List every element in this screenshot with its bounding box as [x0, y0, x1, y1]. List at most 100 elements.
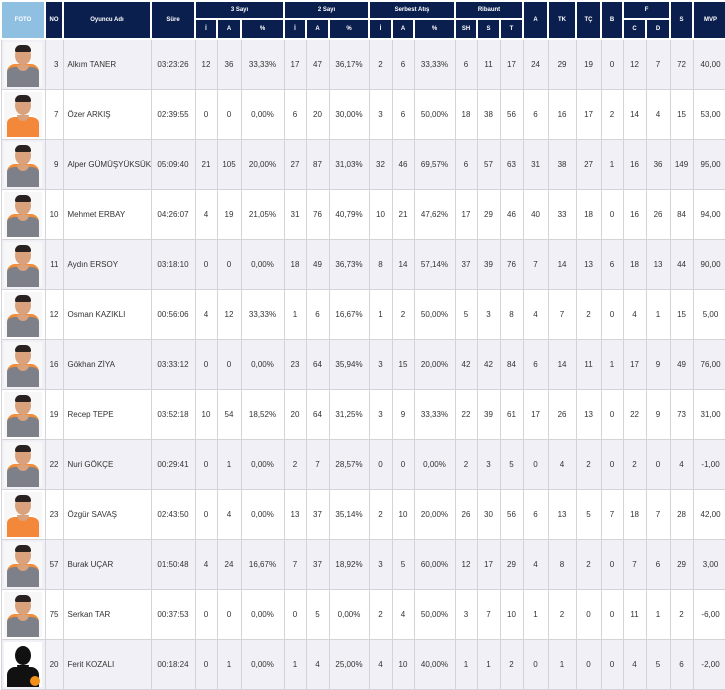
three-attempted: 54 [216, 389, 242, 440]
three-made: 0 [194, 589, 218, 640]
two-made: 6 [283, 89, 307, 140]
play-time: 03:23:26 [150, 38, 196, 90]
tk: 4 [547, 439, 577, 490]
two-percent: 25,00% [328, 639, 370, 690]
foul-d: 26 [645, 189, 671, 240]
two-percent: 0,00% [328, 589, 370, 640]
player-name: Gökhan ZİYA [62, 339, 152, 390]
table-row: 12 Osman KAZIKLI 00:56:06 4 12 33,33% 1 6 16,67%… [0, 289, 725, 340]
tk: 14 [547, 239, 577, 290]
ft-percent: 69,57% [413, 139, 456, 190]
two-made: 17 [283, 38, 307, 90]
player-photo-cell [0, 139, 46, 190]
player-photo-cell [0, 38, 46, 90]
reb-s: 42 [476, 339, 501, 390]
player-name: Mehmet ERBAY [62, 189, 152, 240]
two-attempted: 49 [305, 239, 330, 290]
reb-sh: 26 [454, 489, 478, 540]
three-made: 21 [194, 139, 218, 190]
tc: 2 [575, 289, 602, 340]
two-percent: 35,94% [328, 339, 370, 390]
foul-c: 17 [622, 339, 647, 390]
ft-attempted: 5 [391, 539, 415, 590]
tk: 7 [547, 289, 577, 340]
foul-c: 16 [622, 139, 647, 190]
player-number: 9 [44, 139, 64, 190]
two-made: 13 [283, 489, 307, 540]
mvp: 40,00 [692, 38, 725, 90]
header-tk: TK [547, 0, 578, 40]
mvp: 42,00 [692, 489, 725, 540]
blocks: 0 [600, 639, 624, 690]
two-percent: 18,92% [328, 539, 370, 590]
points: 28 [669, 489, 694, 540]
reb-total: 56 [499, 489, 524, 540]
player-number: 16 [44, 339, 64, 390]
reb-sh: 2 [454, 439, 478, 490]
points: 49 [669, 339, 694, 390]
player-photo-cell [0, 639, 46, 690]
two-percent: 31,25% [328, 389, 370, 440]
mvp: -2,00 [692, 639, 725, 690]
play-time: 05:09:40 [150, 139, 196, 190]
ft-made: 3 [368, 89, 393, 140]
foul-c: 2 [622, 439, 647, 490]
tk: 8 [547, 539, 577, 590]
three-attempted: 24 [216, 539, 242, 590]
header-assist: A [522, 0, 550, 40]
play-time: 00:37:53 [150, 589, 196, 640]
blocks: 0 [600, 38, 624, 90]
play-time: 03:52:18 [150, 389, 196, 440]
ft-percent: 0,00% [413, 439, 456, 490]
table-row: 20 Ferit KOZALI 00:18:24 0 1 0,00% 1 4 25,00% 4 10… [0, 639, 725, 690]
ft-percent: 20,00% [413, 489, 456, 540]
player-silhouette-icon [4, 642, 42, 687]
foul-d: 0 [645, 439, 671, 490]
reb-total: 8 [499, 289, 524, 340]
points: 15 [669, 89, 694, 140]
three-made: 0 [194, 239, 218, 290]
three-percent: 0,00% [240, 639, 285, 690]
reb-sh: 6 [454, 38, 478, 90]
header-ft-made: İ [368, 18, 393, 40]
player-number: 7 [44, 89, 64, 140]
foul-d: 9 [645, 339, 671, 390]
tk: 2 [547, 589, 577, 640]
two-attempted: 20 [305, 89, 330, 140]
player-name: Osman KAZIKLI [62, 289, 152, 340]
points: 44 [669, 239, 694, 290]
header-mvp: MVP [692, 0, 725, 40]
two-percent: 35,14% [328, 489, 370, 540]
player-name: Recep TEPE [62, 389, 152, 440]
player-number: 10 [44, 189, 64, 240]
player-number: 11 [44, 239, 64, 290]
points: 6 [669, 639, 694, 690]
play-time: 00:18:24 [150, 639, 196, 690]
foul-d: 4 [645, 89, 671, 140]
two-attempted: 5 [305, 589, 330, 640]
two-attempted: 87 [305, 139, 330, 190]
ft-attempted: 15 [391, 339, 415, 390]
blocks: 0 [600, 289, 624, 340]
three-attempted: 0 [216, 89, 242, 140]
header-reb-s: S [476, 18, 501, 40]
player-name: Ferit KOZALI [62, 639, 152, 690]
ft-attempted: 9 [391, 389, 415, 440]
player-photo-cell [0, 89, 46, 140]
assists: 0 [522, 439, 549, 490]
foul-d: 13 [645, 239, 671, 290]
tc: 5 [575, 489, 602, 540]
play-time: 02:39:55 [150, 89, 196, 140]
player-photo [4, 342, 42, 387]
reb-sh: 12 [454, 539, 478, 590]
reb-total: 61 [499, 389, 524, 440]
assists: 6 [522, 489, 549, 540]
points: 2 [669, 589, 694, 640]
foul-d: 7 [645, 38, 671, 90]
player-photo [4, 292, 42, 337]
player-number: 19 [44, 389, 64, 440]
three-percent: 20,00% [240, 139, 285, 190]
ft-made: 3 [368, 389, 393, 440]
three-attempted: 0 [216, 239, 242, 290]
player-name: Alper GÜMÜŞYÜKSÜK [62, 139, 152, 190]
